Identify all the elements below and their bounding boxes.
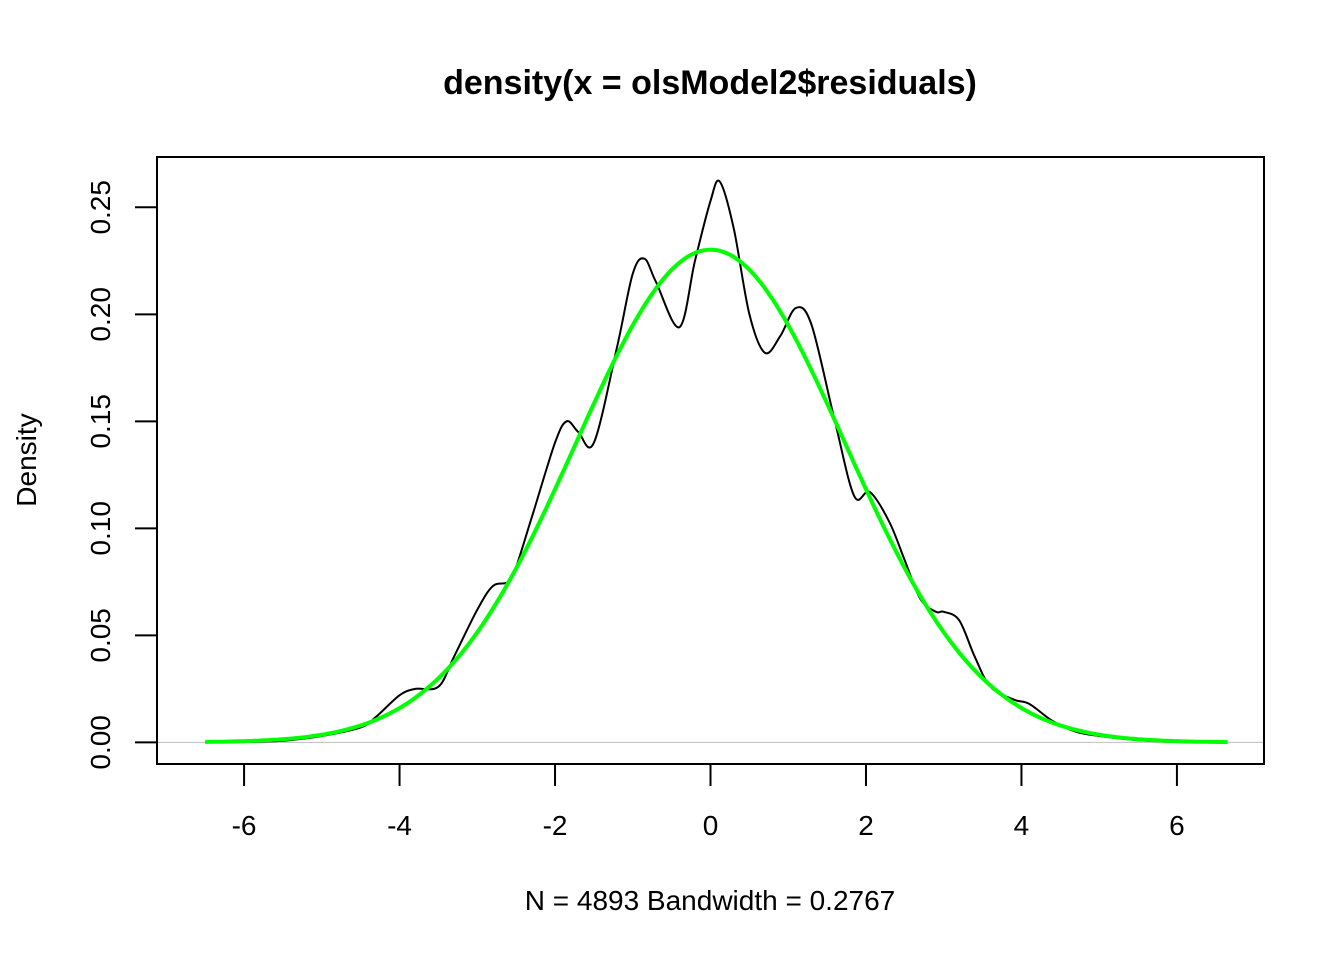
y-tick-label: 0.20	[85, 287, 116, 342]
chart-title: density(x = olsModel2$residuals)	[443, 64, 977, 102]
density-line	[205, 179, 1228, 744]
y-axis: 0.00 0.05 0.10 0.15 0.20 0.25	[85, 180, 158, 770]
y-tick-label: 0.00	[85, 715, 116, 770]
x-tick-label: 4	[1014, 810, 1030, 841]
y-tick-label: 0.15	[85, 394, 116, 449]
x-tick-label: -4	[387, 810, 412, 841]
x-axis: -6 -4 -2 0 2 4 6	[232, 763, 1185, 841]
y-tick-label: 0.25	[85, 180, 116, 235]
x-tick-label: 0	[703, 810, 719, 841]
x-tick-label: -6	[232, 810, 257, 841]
y-tick-label: 0.05	[85, 608, 116, 663]
y-tick-label: 0.10	[85, 501, 116, 556]
x-tick-label: 6	[1169, 810, 1185, 841]
x-axis-label: N = 4893 Bandwidth = 0.2767	[525, 885, 896, 916]
y-axis-label: Density	[11, 413, 42, 506]
x-tick-label: -2	[543, 810, 568, 841]
x-tick-label: 2	[858, 810, 874, 841]
normal-fit-line	[205, 247, 1228, 745]
